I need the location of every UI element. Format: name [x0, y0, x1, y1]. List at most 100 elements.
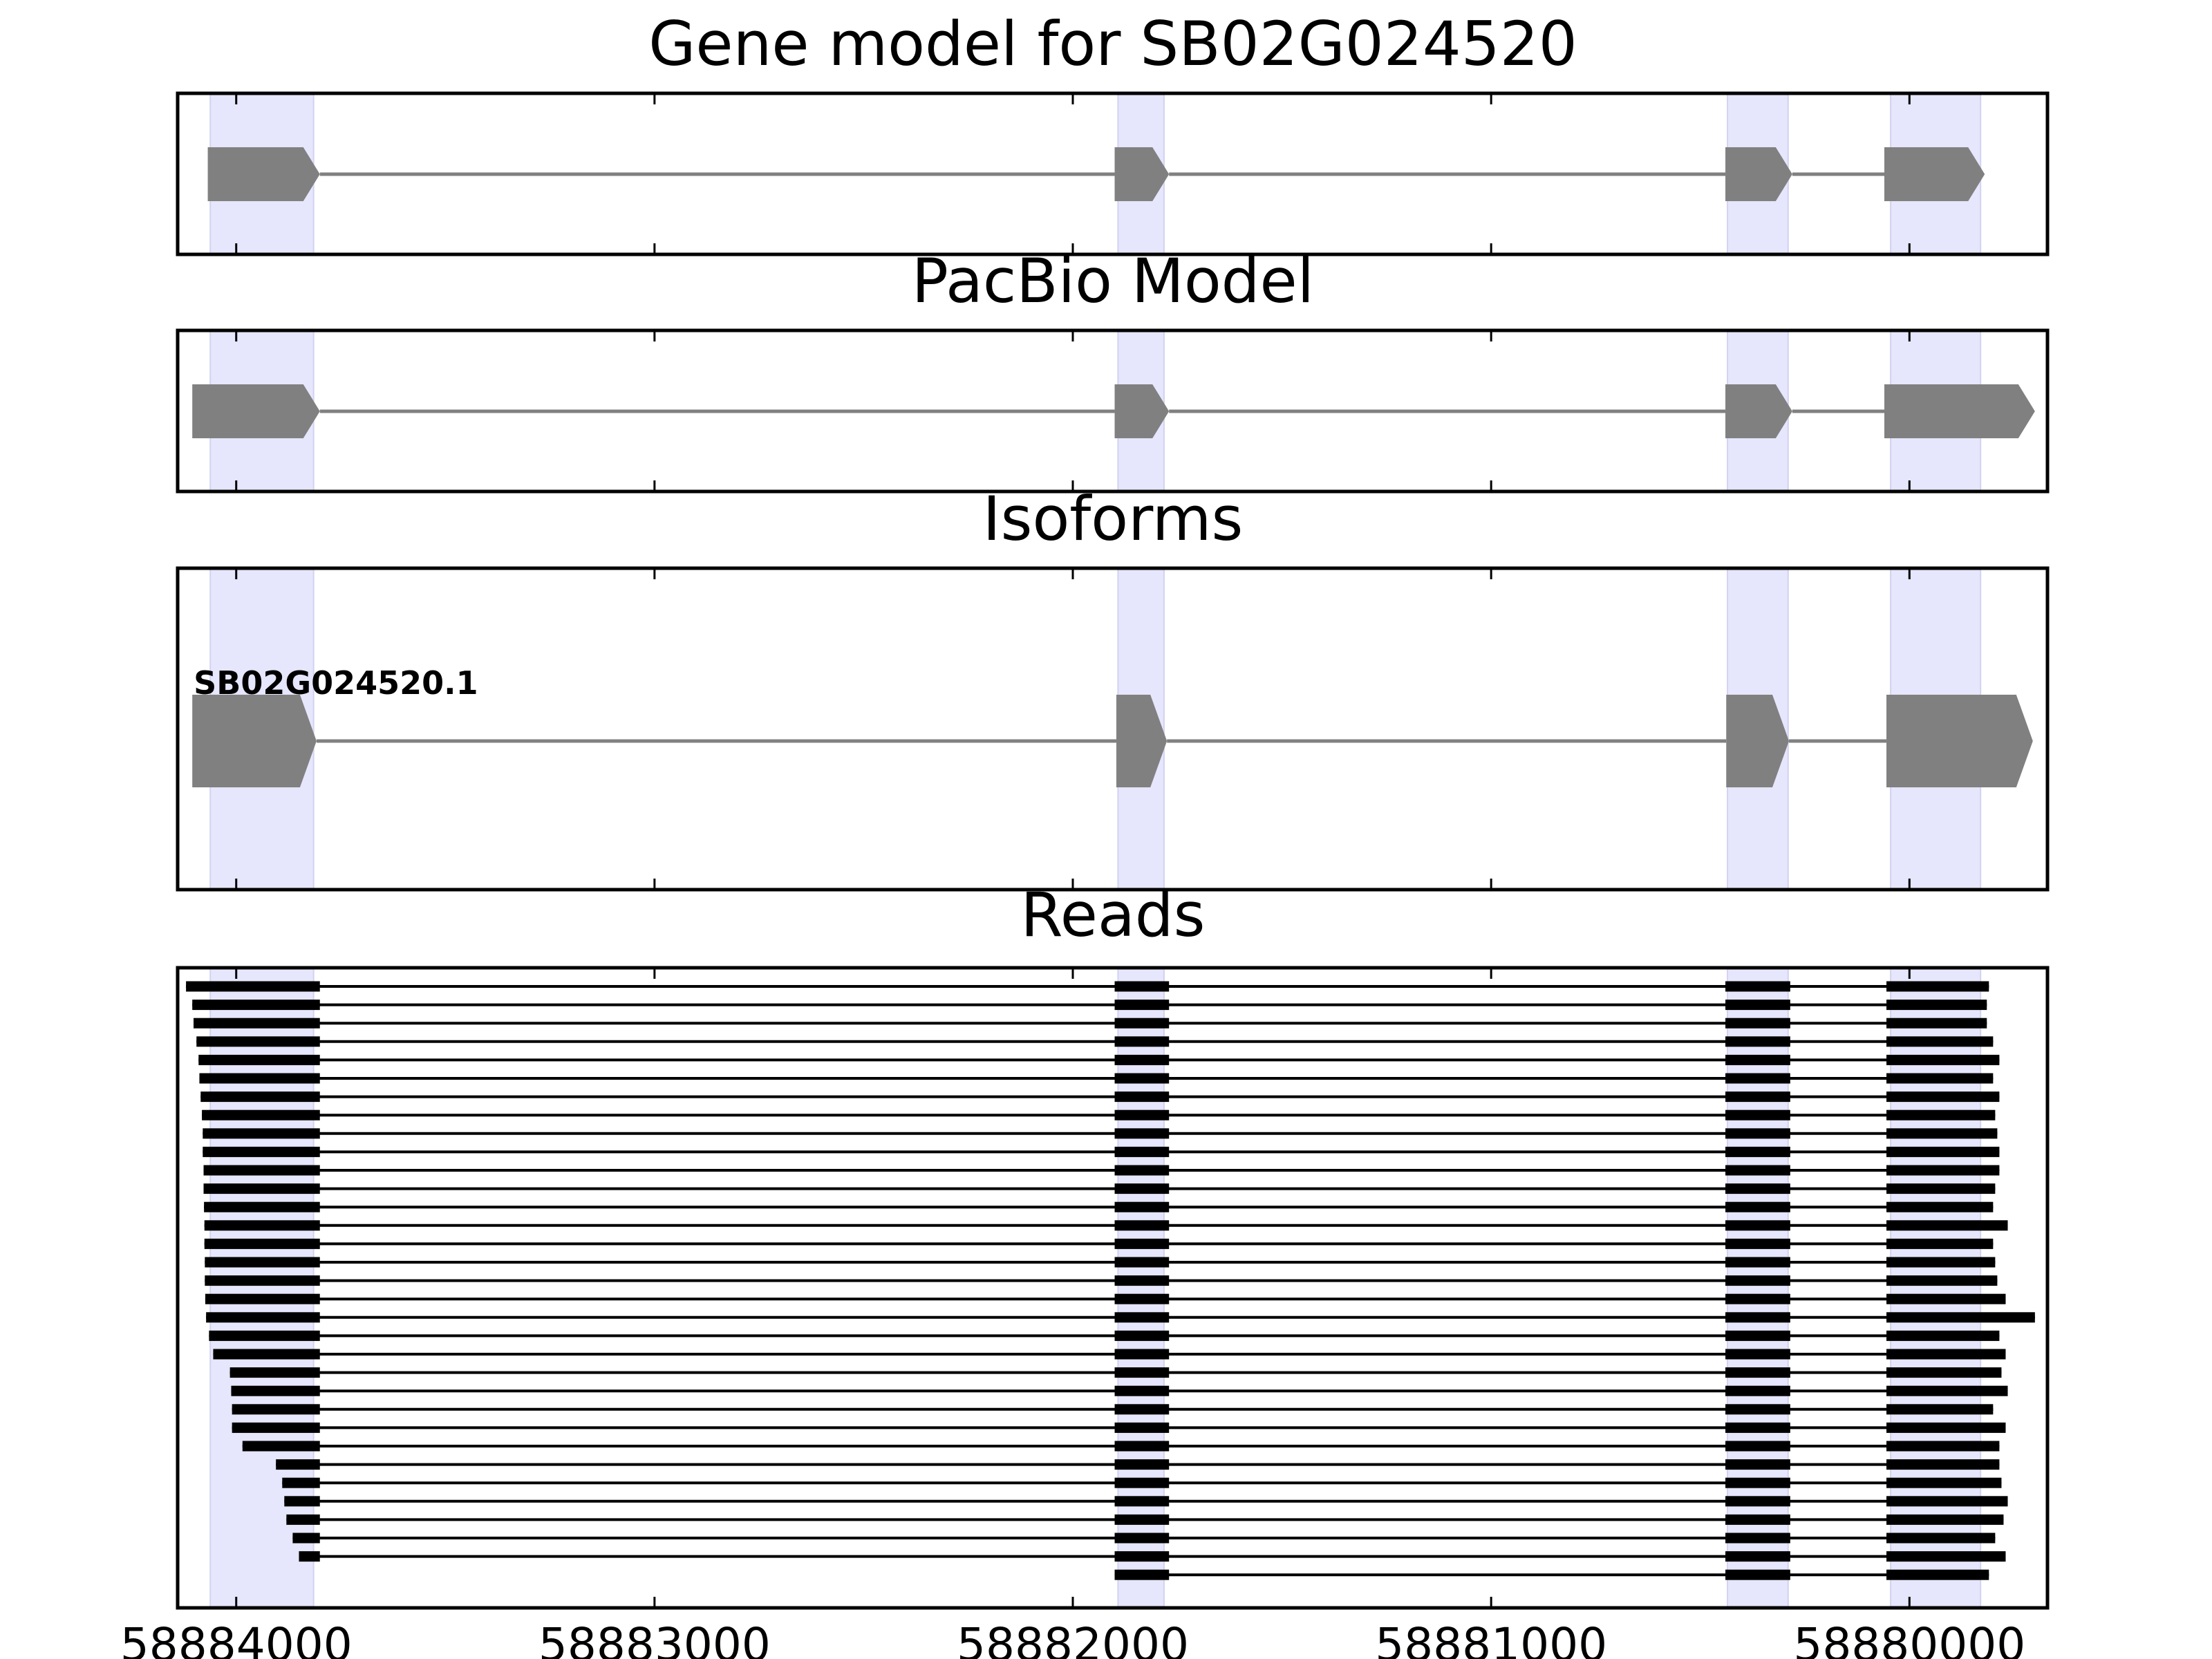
- read-exon-block: [1886, 1533, 1996, 1544]
- read-exon-block: [1114, 1257, 1170, 1268]
- read-exon-block: [1725, 1257, 1790, 1268]
- read-exon-block: [242, 1441, 320, 1452]
- read-exon-block: [1114, 1183, 1170, 1194]
- read-exon-block: [1725, 1459, 1790, 1470]
- read-exon-block: [282, 1477, 320, 1488]
- read-exon-block: [1725, 1349, 1790, 1360]
- isoforms-panel: SB02G024520.1: [176, 566, 2050, 892]
- panel-frame: [176, 966, 2050, 1610]
- read-exon-block: [1114, 1551, 1170, 1562]
- read-exon-block: [1114, 1367, 1170, 1378]
- read-exon-block: [1886, 1238, 1994, 1249]
- read-exon-block: [1886, 1385, 2008, 1396]
- read-exon-block: [1725, 1477, 1790, 1488]
- read-exon-block: [1114, 1220, 1170, 1231]
- exon-block: [207, 147, 320, 201]
- reads-panel: [176, 966, 2050, 1610]
- read-exon-block: [1725, 1183, 1790, 1194]
- read-exon-block: [209, 1330, 320, 1341]
- read-exon-block: [1114, 1477, 1170, 1488]
- read-exon-block: [1886, 1312, 2035, 1323]
- read-exon-block: [1725, 1073, 1790, 1084]
- read-exon-block: [1114, 1293, 1170, 1304]
- read-exon-block: [1886, 1128, 1998, 1139]
- read-exon-block: [1886, 1275, 1998, 1286]
- read-exon-block: [206, 1312, 320, 1323]
- exon-block: [1884, 147, 1985, 201]
- read-exon-block: [1725, 1293, 1790, 1304]
- read-exon-block: [1886, 1459, 2000, 1470]
- exon-block: [1114, 147, 1170, 201]
- x-tick-label: 58883000: [538, 1618, 771, 1659]
- read-exon-block: [1886, 1496, 2008, 1507]
- panel-title-gene-model: Gene model for SB02G024520: [648, 8, 1577, 79]
- read-exon-block: [1886, 1146, 2000, 1157]
- exon-block: [1726, 695, 1790, 787]
- read-exon-block: [1886, 1036, 1994, 1047]
- read-exon-block: [1114, 1312, 1170, 1323]
- read-exon-block: [1725, 1036, 1790, 1047]
- read-exon-block: [1886, 1551, 2006, 1562]
- read-exon-block: [203, 1128, 320, 1139]
- panel-title-pacbio-model: PacBio Model: [912, 245, 1314, 317]
- read-exon-block: [1725, 1422, 1790, 1433]
- read-exon-block: [286, 1514, 320, 1525]
- read-exon-block: [1886, 1330, 2000, 1341]
- read-exon-block: [1725, 1551, 1790, 1562]
- read-exon-block: [1725, 1367, 1790, 1378]
- read-exon-block: [1886, 1109, 1996, 1121]
- read-exon-block: [1114, 981, 1170, 992]
- read-exon-block: [1114, 1569, 1170, 1580]
- exon-block: [1884, 384, 2035, 438]
- exon-block: [1116, 695, 1168, 787]
- read-exon-block: [1114, 1018, 1170, 1029]
- read-exon-block: [1725, 1496, 1790, 1507]
- read-exon-block: [1725, 1000, 1790, 1011]
- read-exon-block: [1725, 1018, 1790, 1029]
- read-exon-block: [1114, 1036, 1170, 1047]
- read-exon-block: [1886, 1367, 2002, 1378]
- read-exon-block: [1886, 1165, 2000, 1176]
- read-exon-block: [1114, 1441, 1170, 1452]
- exon-block: [192, 695, 317, 787]
- x-tick-label: 58881000: [1375, 1618, 1607, 1659]
- exon-block: [1886, 695, 2033, 787]
- read-exon-block: [1886, 1018, 1987, 1029]
- read-exon-block: [1886, 981, 1989, 992]
- read-exon-block: [1725, 981, 1790, 992]
- exon-block: [1114, 384, 1170, 438]
- exon-block: [192, 384, 320, 438]
- read-exon-block: [1886, 1404, 1994, 1415]
- read-exon-block: [1114, 1128, 1170, 1139]
- read-exon-block: [1114, 1385, 1170, 1396]
- read-exon-block: [1114, 1000, 1170, 1011]
- read-exon-block: [1725, 1514, 1790, 1525]
- read-exon-block: [1725, 1385, 1790, 1396]
- read-exon-block: [1114, 1404, 1170, 1415]
- read-exon-block: [232, 1422, 320, 1433]
- x-tick-label: 58884000: [120, 1618, 353, 1659]
- x-axis-tick-labels: 58884000 58883000 58882000 58881000 58880000: [120, 1618, 2026, 1659]
- read-exon-block: [1725, 1165, 1790, 1176]
- read-exon-block: [292, 1533, 320, 1544]
- read-exon-block: [1886, 1514, 2004, 1525]
- panel-frame: [176, 91, 2050, 256]
- read-exon-block: [1886, 1201, 1994, 1212]
- read-exon-block: [284, 1496, 320, 1507]
- read-exon-block: [196, 1036, 320, 1047]
- read-exon-block: [1725, 1054, 1790, 1065]
- read-exon-block: [1886, 1220, 2008, 1231]
- read-exon-block: [1725, 1201, 1790, 1212]
- read-exon-block: [1886, 1349, 2006, 1360]
- read-exon-block: [1725, 1220, 1790, 1231]
- exon-block: [1725, 384, 1792, 438]
- read-exon-block: [1725, 1404, 1790, 1415]
- read-exon-block: [205, 1275, 320, 1286]
- read-exon-block: [204, 1238, 320, 1249]
- pacbio-model-panel: [176, 328, 2050, 494]
- read-exon-block: [1725, 1533, 1790, 1544]
- read-exon-block: [1725, 1091, 1790, 1103]
- read-exon-block: [1114, 1165, 1170, 1176]
- read-exon-block: [1114, 1496, 1170, 1507]
- read-exon-block: [1725, 1128, 1790, 1139]
